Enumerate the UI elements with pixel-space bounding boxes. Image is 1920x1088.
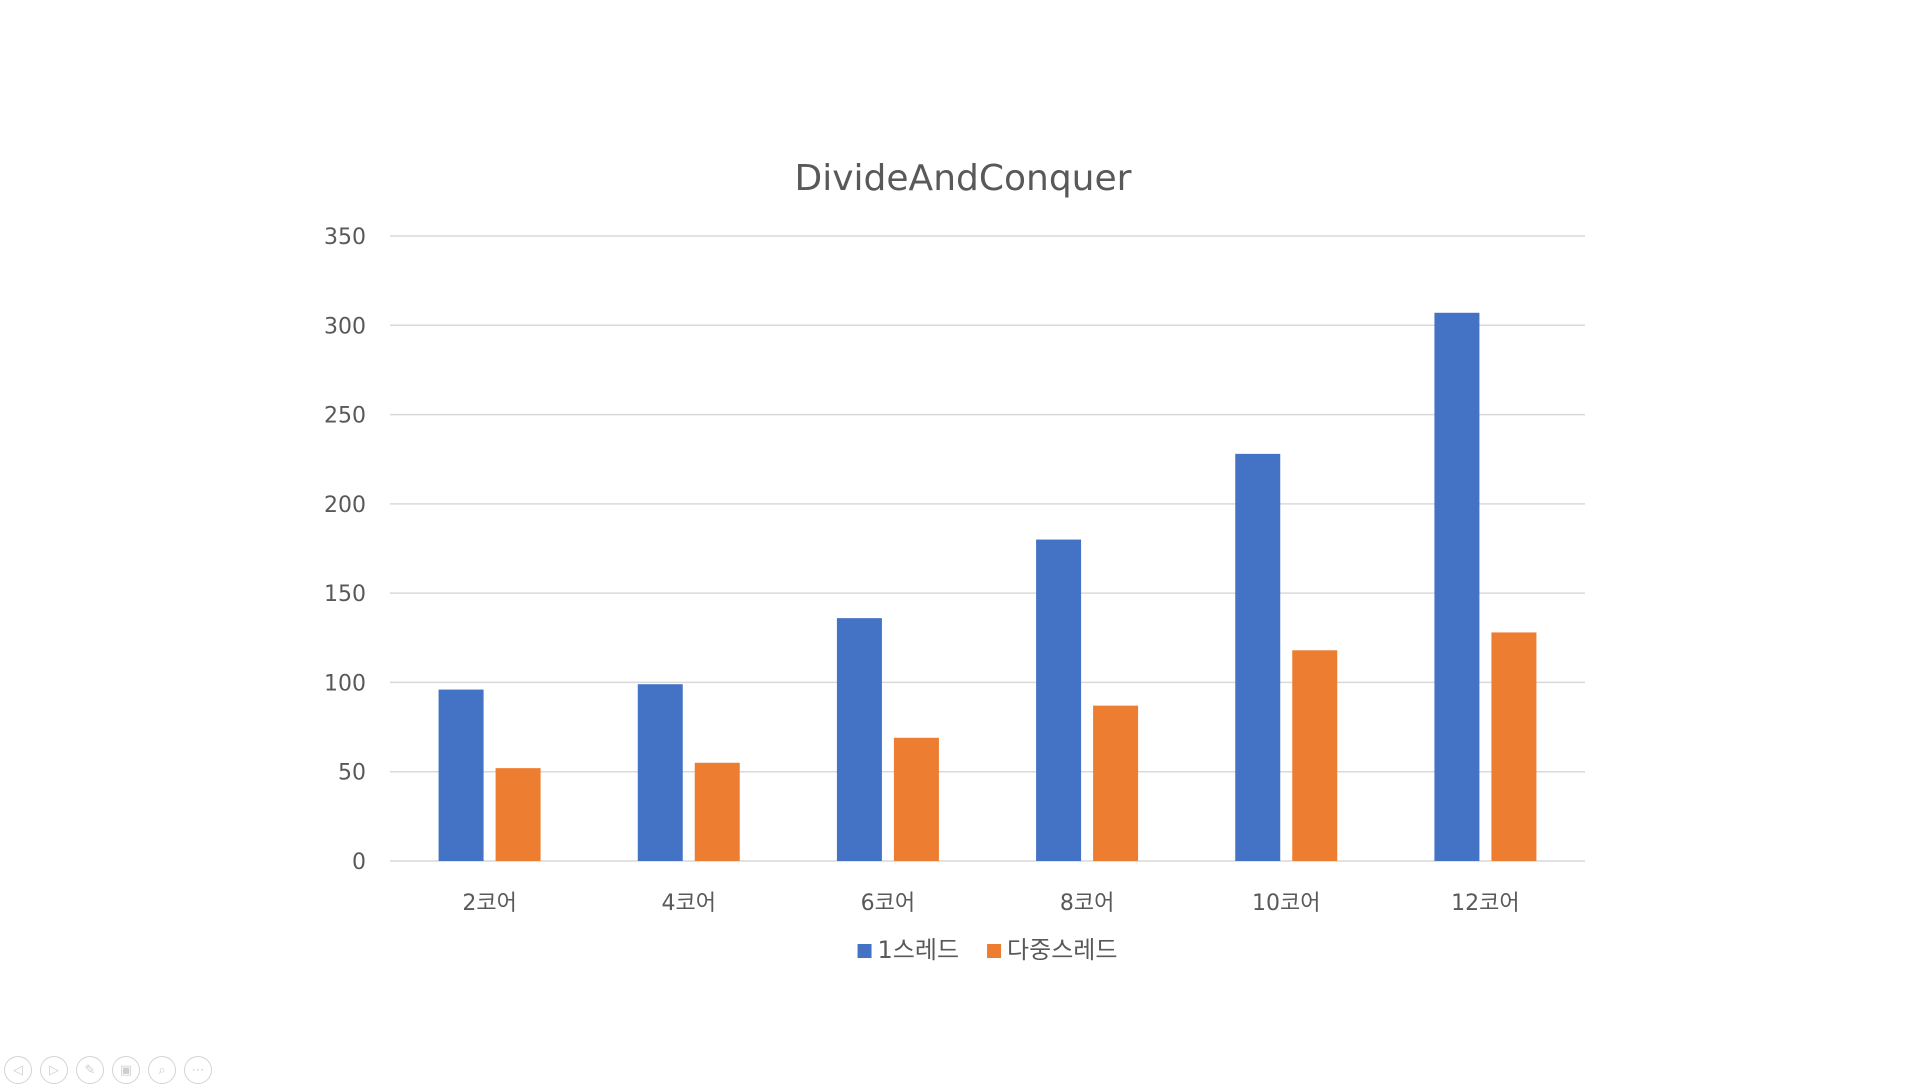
y-tick-label: 50 [338,761,366,786]
pen-icon: ✎ [84,1062,96,1078]
bar-series-0-cat-3 [1036,539,1082,861]
bar-series-0-cat-1 [637,684,683,861]
y-tick-label: 250 [324,404,366,429]
bar-series-1-cat-4 [1292,650,1338,861]
x-tick-label: 2코어 [462,891,516,916]
slideshow-toolbar: ◁ ▷ ✎ ▣ ⌕ ⋯ [4,1056,212,1088]
y-axis-tick-labels: 0 50 100 150 200 250 300 350 [324,225,366,875]
x-axis-tick-labels: 2코어 4코어 6코어 8코어 10코어 12코어 [462,891,1519,916]
bar-series-1-cat-0 [495,768,541,861]
y-tick-label: 300 [324,314,366,339]
x-tick-label: 12코어 [1451,891,1519,916]
x-tick-label: 6코어 [861,891,915,916]
x-tick-label: 10코어 [1252,891,1320,916]
bar-series-0-cat-4 [1235,453,1281,861]
bar-series-0-cat-0 [438,689,484,861]
legend-label: 1스레드 [878,936,960,964]
bars [438,312,1537,861]
bar-series-0-cat-2 [836,618,882,861]
legend-item: 다중스레드 [987,936,1117,964]
chart-title: DivideAndConquer [795,158,1132,199]
bar-series-1-cat-2 [893,737,939,861]
gridlines [390,235,1585,862]
x-tick-label: 8코어 [1060,891,1114,916]
legend-label: 다중스레드 [1007,936,1117,964]
grid-icon: ▣ [119,1062,133,1078]
magnifier-icon: ⌕ [158,1062,166,1078]
x-tick-label: 4코어 [662,891,716,916]
bar-series-1-cat-1 [694,762,740,861]
y-tick-label: 150 [324,582,366,607]
bar-series-0-cat-5 [1434,312,1480,861]
legend-swatch [857,944,872,958]
legend: 1스레드 다중스레드 [857,936,1117,964]
ellipsis-icon: ⋯ [191,1062,205,1078]
chevron-right-icon: ▷ [49,1062,59,1078]
y-tick-label: 0 [352,850,366,875]
y-tick-label: 350 [324,225,366,250]
chevron-left-icon: ◁ [13,1062,23,1078]
y-tick-label: 100 [324,671,366,696]
bar-series-1-cat-3 [1093,705,1139,861]
legend-swatch [987,944,1002,958]
bar-series-1-cat-5 [1491,632,1537,861]
legend-item: 1스레드 [857,936,960,964]
y-tick-label: 200 [324,493,366,518]
